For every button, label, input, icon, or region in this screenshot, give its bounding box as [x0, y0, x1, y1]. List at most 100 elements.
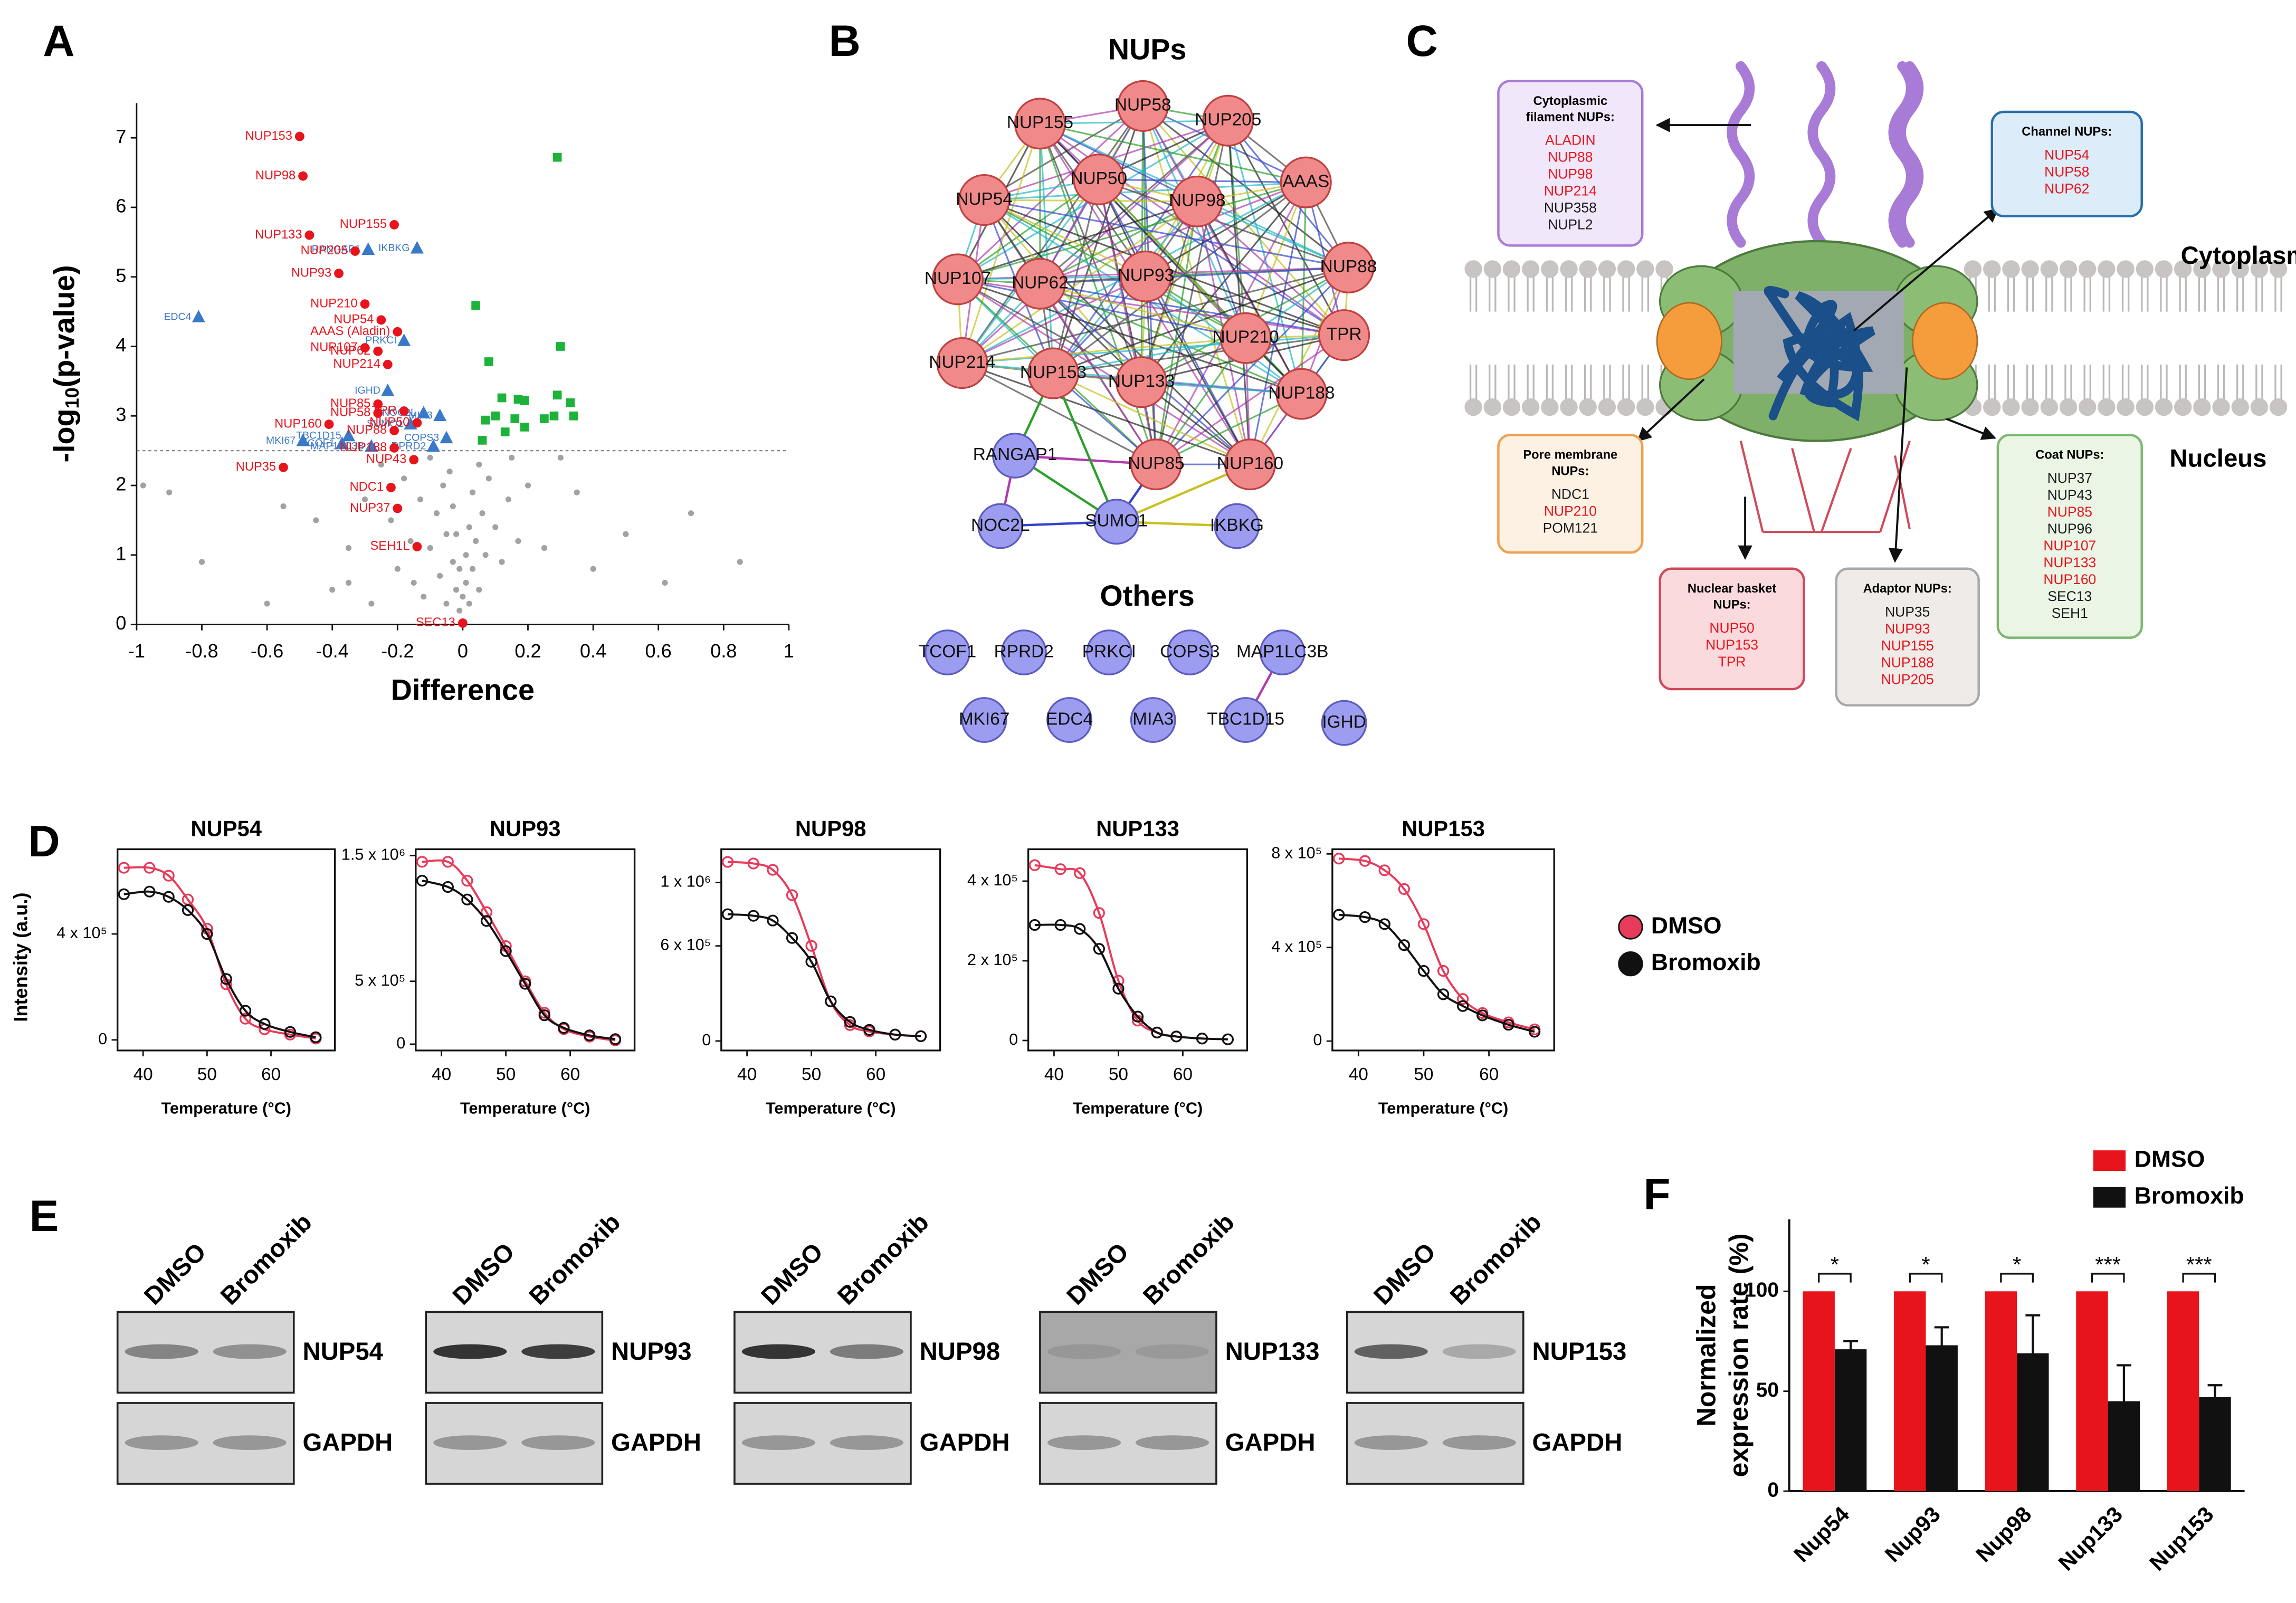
point	[416, 874, 428, 887]
band	[521, 1435, 595, 1451]
lipid-head	[1598, 398, 1616, 416]
y-axis-title: expression rate (%)	[1724, 1233, 1754, 1477]
point	[163, 891, 175, 903]
info-box	[1996, 434, 2143, 639]
info-box	[1835, 567, 1980, 707]
point	[469, 566, 475, 572]
node-label: RANGAP1	[973, 445, 1058, 464]
point	[324, 419, 334, 429]
point-label: RANGAP1	[312, 243, 361, 255]
point	[825, 995, 837, 1007]
point	[479, 510, 485, 517]
node-label: NUP205	[1195, 110, 1261, 130]
point	[458, 618, 468, 628]
point	[541, 545, 547, 551]
y-tick-label: 100	[1745, 1279, 1779, 1302]
point	[140, 482, 146, 489]
point	[1359, 911, 1371, 923]
lipid-head	[2079, 398, 2097, 416]
significance-label: *	[1831, 1252, 1839, 1277]
lipid-head	[2117, 260, 2135, 278]
point	[466, 524, 472, 530]
box-item: POM121	[1543, 520, 1598, 536]
point-label: AAAS (Aladin)	[310, 325, 390, 338]
legend-label: Bromoxib	[2135, 1183, 2244, 1209]
point	[389, 443, 399, 453]
point	[1333, 909, 1345, 921]
node-label: NUP210	[1213, 328, 1279, 347]
arrow	[1853, 207, 1999, 332]
point	[552, 390, 562, 400]
y-tick-label: 4 x 10⁵	[1271, 938, 1322, 956]
bar	[1894, 1291, 1926, 1491]
legend-marker	[1618, 951, 1643, 977]
lipid-tail	[1489, 276, 1497, 400]
point	[478, 436, 487, 445]
node	[1046, 697, 1092, 743]
plot-frame	[117, 848, 336, 1052]
y-tick-label: 4 x 10⁵	[967, 871, 1018, 889]
lipid-head	[2174, 398, 2192, 416]
point	[525, 482, 531, 489]
point	[520, 422, 529, 432]
band	[830, 1435, 904, 1451]
point	[786, 932, 798, 944]
edge	[1196, 201, 1345, 336]
point	[284, 1026, 297, 1038]
band	[1135, 1435, 1209, 1451]
point-label: IKBKG	[378, 242, 410, 254]
chart: 0 1 2 3 4 5 6 7 -1 -0.8 -0.6 -0.4 -0.2 0 0.2 0.4 0.6 0.8 1…	[47, 103, 794, 706]
point	[427, 454, 433, 461]
band	[125, 1435, 198, 1451]
node-label: NUP98	[1169, 191, 1226, 211]
edge	[1053, 373, 1251, 465]
box-item: NUP98	[1548, 166, 1593, 182]
pore-membrane-ring	[1912, 302, 1978, 380]
edge	[1197, 201, 1349, 269]
point	[389, 426, 399, 435]
point-label: NUP58	[330, 406, 370, 419]
chart: 0 4 x 10⁵ 40 50 60 NUP54 Temperature (°C) Inten…	[9, 816, 336, 1117]
point	[144, 885, 156, 898]
box-item: NUP133	[2043, 555, 2096, 570]
error-bar	[2025, 1314, 2041, 1391]
y-tick-label: 0	[1313, 1031, 1322, 1049]
lipid-head	[2021, 260, 2039, 278]
point	[427, 545, 433, 551]
node-label: COPS3	[1160, 642, 1220, 661]
point	[304, 230, 315, 240]
panel-label: B	[828, 16, 860, 65]
edge	[1040, 122, 1307, 184]
basket-strand	[1791, 447, 1815, 532]
lipid-head	[2098, 260, 2116, 278]
bar	[1834, 1349, 1867, 1491]
x-tick-label: -1	[128, 640, 145, 662]
box-title: NUPs:	[1551, 464, 1589, 478]
point	[453, 531, 460, 537]
point	[519, 978, 531, 990]
point	[1437, 988, 1450, 1000]
point	[416, 856, 428, 868]
box-item: NUP37	[2047, 470, 2092, 486]
point	[393, 327, 403, 337]
point	[437, 572, 443, 579]
point-label: PRKCI	[365, 335, 397, 346]
x-tick-label: 40	[1349, 1065, 1368, 1084]
lipid-head	[2002, 398, 2020, 416]
blot	[733, 1402, 912, 1485]
point	[239, 1005, 252, 1017]
y-axis-title-part: 10	[61, 387, 83, 408]
lipid-head	[1560, 260, 1578, 278]
point	[410, 241, 424, 254]
point	[440, 482, 446, 489]
y-axis-title-part: (p-value)	[47, 265, 80, 387]
band	[1442, 1435, 1516, 1451]
node	[992, 433, 1038, 479]
lipid-head	[1483, 398, 1501, 416]
lipid-tail	[1622, 276, 1630, 400]
node	[1167, 629, 1213, 675]
node-label: NUP58	[1114, 96, 1171, 115]
point	[1074, 867, 1086, 879]
point	[623, 531, 629, 537]
lipid-head	[2136, 260, 2154, 278]
